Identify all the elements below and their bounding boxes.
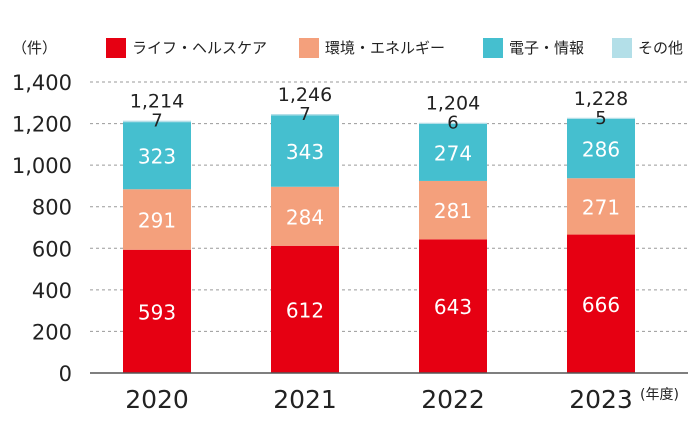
y-tick-label: 1,000 (12, 154, 72, 178)
legend-item-environment-energy: 環境・エネルギー (299, 37, 445, 58)
bar-value-label: 274 (434, 141, 472, 165)
legend-item-life-health: ライフ・ヘルスケア (106, 37, 267, 58)
bar-segment (419, 180, 487, 240)
bar-total-label: 1,246 (278, 84, 332, 106)
bar-value-label: 271 (582, 195, 620, 219)
bar-value-label: 612 (286, 298, 324, 322)
x-axis-period-label: (年度) (640, 387, 679, 403)
bar-segment (123, 122, 191, 190)
legend-item-electronics-info: 電子・情報 (483, 37, 584, 58)
y-tick-label: 800 (32, 196, 72, 220)
bar-segment (567, 118, 635, 179)
legend-swatch-electronics-info (483, 37, 503, 58)
bar-value-label-other: 6 (447, 113, 458, 134)
bar-total-label: 1,204 (426, 93, 480, 115)
legend-swatch-other (612, 37, 632, 58)
bar-value-label: 666 (582, 293, 620, 317)
bar-segment (419, 239, 487, 373)
y-tick-label: 200 (32, 320, 72, 344)
legend-label-electronics-info: 電子・情報 (509, 39, 585, 57)
bar-value-label: 281 (434, 199, 472, 223)
bar-segment (419, 123, 487, 181)
x-tick-label: 2020 (125, 385, 189, 414)
bar-value-label-other: 5 (595, 108, 606, 129)
bar-segment (567, 178, 635, 235)
bar-segment (271, 186, 339, 246)
bar-segment (419, 122, 487, 124)
x-tick-label: 2022 (421, 385, 485, 414)
legend-swatch-environment-energy (299, 37, 319, 58)
x-tick-label: 2021 (273, 385, 337, 414)
legend-label-other: その他 (638, 39, 684, 57)
legend-item-other: その他 (612, 37, 683, 58)
bar-segment (271, 114, 339, 116)
x-tick-label: 2023 (569, 385, 633, 414)
bar-value-label-other: 7 (151, 111, 162, 132)
bar-value-label: 323 (138, 145, 176, 169)
bar-value-label: 284 (286, 205, 324, 229)
y-tick-label: 0 (59, 362, 72, 386)
y-tick-label: 600 (32, 237, 72, 261)
bar-segment (567, 234, 635, 373)
bar-segment (271, 115, 339, 187)
bar-value-label: 643 (434, 295, 472, 319)
bar-total-label: 1,228 (574, 88, 628, 110)
legend: ライフ・ヘルスケア 環境・エネルギー 電子・情報 その他 (0, 37, 700, 63)
y-tick-label: 400 (32, 279, 72, 303)
bar-total-label: 1,214 (130, 91, 184, 113)
bar-segment (123, 249, 191, 373)
bar-value-label: 286 (582, 138, 620, 162)
bar-value-label: 343 (286, 140, 324, 164)
bar-segment (567, 117, 635, 119)
legend-swatch-life-health (106, 37, 126, 58)
legend-label-environment-energy: 環境・エネルギー (325, 39, 446, 57)
y-axis-unit-label: （件） (12, 39, 58, 57)
bar-segment (271, 245, 339, 373)
y-tick-label: 1,200 (12, 113, 72, 137)
bar-value-label-other: 7 (299, 104, 310, 125)
bar-segment (123, 189, 191, 250)
bar-value-label: 593 (138, 300, 176, 324)
bar-segment (123, 120, 191, 123)
y-tick-label: 1,400 (12, 71, 72, 95)
legend-label-life-health: ライフ・ヘルスケア (132, 39, 268, 57)
bar-value-label: 291 (138, 208, 176, 232)
